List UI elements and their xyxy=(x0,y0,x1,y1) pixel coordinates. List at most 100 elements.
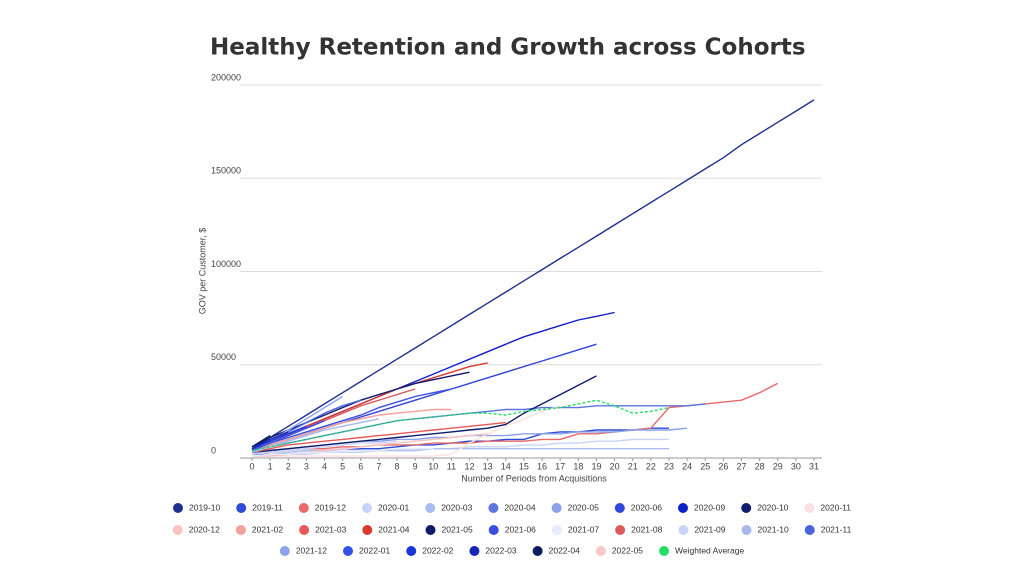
legend-item: 2022-02 xyxy=(406,545,454,556)
legend-label: 2019-10 xyxy=(189,502,220,512)
x-tick-label: 13 xyxy=(483,461,493,471)
legend-swatch xyxy=(804,503,815,513)
legend-swatch xyxy=(551,525,562,535)
legend-item: 2020-10 xyxy=(741,502,789,513)
legend-label: 2020-09 xyxy=(694,502,725,512)
legend-item: 2020-09 xyxy=(678,502,725,513)
series-line xyxy=(251,435,271,448)
legend-swatch xyxy=(425,525,436,535)
x-tick-label: 18 xyxy=(573,461,583,471)
x-tick-label: 8 xyxy=(395,461,400,471)
x-tick-label: 6 xyxy=(358,461,363,471)
legend-swatch xyxy=(298,503,309,513)
legend-label: 2020-06 xyxy=(631,502,662,512)
legend-label: 2021-06 xyxy=(505,524,536,534)
x-tick-label: 26 xyxy=(718,461,728,471)
legend-swatch xyxy=(425,503,436,513)
chart-title: Healthy Retention and Growth across Coho… xyxy=(210,35,806,61)
x-tick-label: 3 xyxy=(304,461,309,471)
series-line xyxy=(251,431,289,450)
legend-swatch xyxy=(595,546,606,556)
legend-swatch xyxy=(362,525,373,535)
legend-label: 2020-05 xyxy=(568,502,599,512)
legend-item: 2021-11 xyxy=(804,524,852,535)
legend-label: 2020-12 xyxy=(189,524,220,534)
legend-label: 2020-03 xyxy=(441,502,472,512)
legend-label: 2022-02 xyxy=(422,545,453,555)
series-line xyxy=(251,448,434,457)
legend-item: 2022-04 xyxy=(532,545,580,556)
x-tick-label: 24 xyxy=(682,461,692,471)
series-line xyxy=(251,388,452,450)
legend-label: 2021-09 xyxy=(694,524,725,534)
legend-item: 2021-03 xyxy=(299,524,347,535)
legend-swatch xyxy=(741,503,752,513)
legend-label: 2021-07 xyxy=(568,524,599,534)
x-tick-label: 7 xyxy=(376,461,381,471)
legend-swatch xyxy=(659,546,670,556)
x-tick-label: 21 xyxy=(628,461,638,471)
legend-label: 2021-10 xyxy=(758,524,789,534)
legend-item: 2020-11 xyxy=(804,502,851,513)
x-tick-label: 2 xyxy=(286,461,291,471)
legend-item: 2020-01 xyxy=(361,502,409,513)
y-tick-label: 0 xyxy=(211,445,216,455)
legend-swatch xyxy=(551,503,562,513)
x-tick-label: 23 xyxy=(664,461,674,471)
x-tick-label: 4 xyxy=(322,461,327,471)
legend-label: 2019-11 xyxy=(252,502,283,512)
x-tick-label: 9 xyxy=(413,461,418,471)
x-tick-label: 14 xyxy=(501,461,511,471)
series-line xyxy=(251,420,325,452)
legend-label: Weighted Average xyxy=(675,545,744,555)
legend-item: 2021-08 xyxy=(615,524,663,535)
series-line xyxy=(251,375,597,454)
legend-item: 2021-02 xyxy=(235,524,283,535)
legend-item: 2021-06 xyxy=(488,524,536,535)
y-axis-label: GOV per Customer, $ xyxy=(197,228,207,315)
legend-row: 2021-12 2022-01 2022-02 2022-03 2022-04 2022-… xyxy=(279,545,744,556)
x-axis-label: Number of Periods from Acquisitions xyxy=(461,473,607,483)
legend-label: 2022-04 xyxy=(549,545,580,555)
x-tick-label: 25 xyxy=(700,461,710,471)
legend-label: 2021-03 xyxy=(315,524,346,534)
legend-swatch xyxy=(614,503,625,513)
legend-label: 2022-03 xyxy=(485,545,516,555)
legend-item: 2021-09 xyxy=(678,524,726,535)
legend-label: 2020-10 xyxy=(757,502,788,512)
legend-swatch xyxy=(488,503,499,513)
legend-item: 2022-01 xyxy=(343,545,390,556)
legend-swatch xyxy=(406,546,417,556)
legend-label: 2021-05 xyxy=(442,524,473,534)
legend-swatch xyxy=(279,546,290,556)
legend-item: 2019-10 xyxy=(173,502,220,513)
legend-item: 2021-12 xyxy=(279,545,327,556)
legend-item: 2022-03 xyxy=(469,545,517,556)
series-line xyxy=(251,425,307,450)
series-line xyxy=(251,440,398,455)
legend-item: 2020-04 xyxy=(488,502,536,513)
legend-swatch xyxy=(615,525,626,535)
legend-swatch xyxy=(532,546,543,556)
legend-swatch xyxy=(469,546,480,556)
x-tick-label: 20 xyxy=(610,461,620,471)
legend-item: 2021-05 xyxy=(425,524,473,535)
x-tick-label: 29 xyxy=(773,461,783,471)
legend-swatch xyxy=(299,525,310,535)
legend-label: 2020-04 xyxy=(504,502,535,512)
legend-label: 2021-12 xyxy=(296,545,327,555)
legend-swatch xyxy=(173,503,184,513)
x-tick-label: 16 xyxy=(537,461,547,471)
legend-item: 2019-11 xyxy=(236,502,283,513)
legend-swatch xyxy=(678,525,689,535)
x-tick-label: 27 xyxy=(736,461,746,471)
legend-label: 2021-08 xyxy=(631,524,662,534)
y-tick-label: 100000 xyxy=(211,259,241,269)
x-tick-label: 17 xyxy=(555,461,565,471)
legend-item: 2020-05 xyxy=(551,502,599,513)
legend-swatch xyxy=(172,525,183,535)
legend-swatch xyxy=(804,525,815,535)
legend-label: 2022-05 xyxy=(612,545,643,555)
legend-swatch xyxy=(678,503,689,513)
